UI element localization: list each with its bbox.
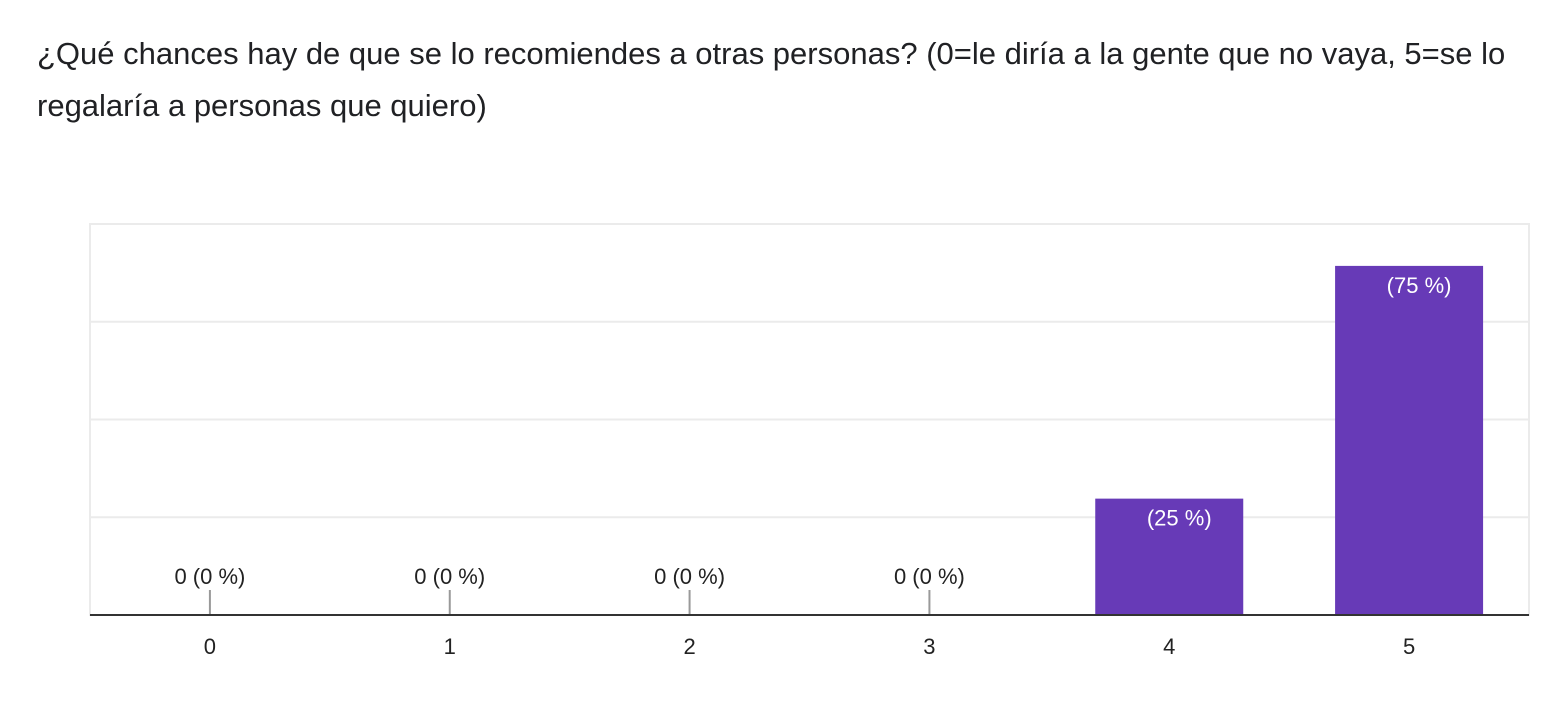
data-label-1: 0 (0 %): [414, 564, 485, 589]
x-tick-label-1: 1: [444, 634, 456, 659]
data-label-5: (75 %): [1387, 273, 1452, 298]
x-tick-labels: 0 1 2 3 4 5: [204, 634, 1415, 659]
gridlines: [90, 320, 1529, 519]
bar-5: [1335, 265, 1484, 615]
data-label-2: 0 (0 %): [654, 564, 725, 589]
data-labels: 0 (0 %) 0 (0 %) 0 (0 %) 0 (0 %) (25 %) (75 %): [174, 273, 1451, 589]
x-tick-label-2: 2: [683, 634, 695, 659]
bars: [208, 265, 1484, 615]
data-label-3: 0 (0 %): [894, 564, 965, 589]
data-label-0: 0 (0 %): [174, 564, 245, 589]
x-tick-label-0: 0: [204, 634, 216, 659]
data-label-4: (25 %): [1147, 506, 1212, 531]
x-tick-label-4: 4: [1163, 634, 1175, 659]
x-tick-label-5: 5: [1403, 634, 1415, 659]
x-tick-label-3: 3: [923, 634, 935, 659]
question-title: ¿Qué chances hay de que se lo recomiende…: [37, 36, 1506, 123]
bar-4: [1095, 498, 1244, 615]
